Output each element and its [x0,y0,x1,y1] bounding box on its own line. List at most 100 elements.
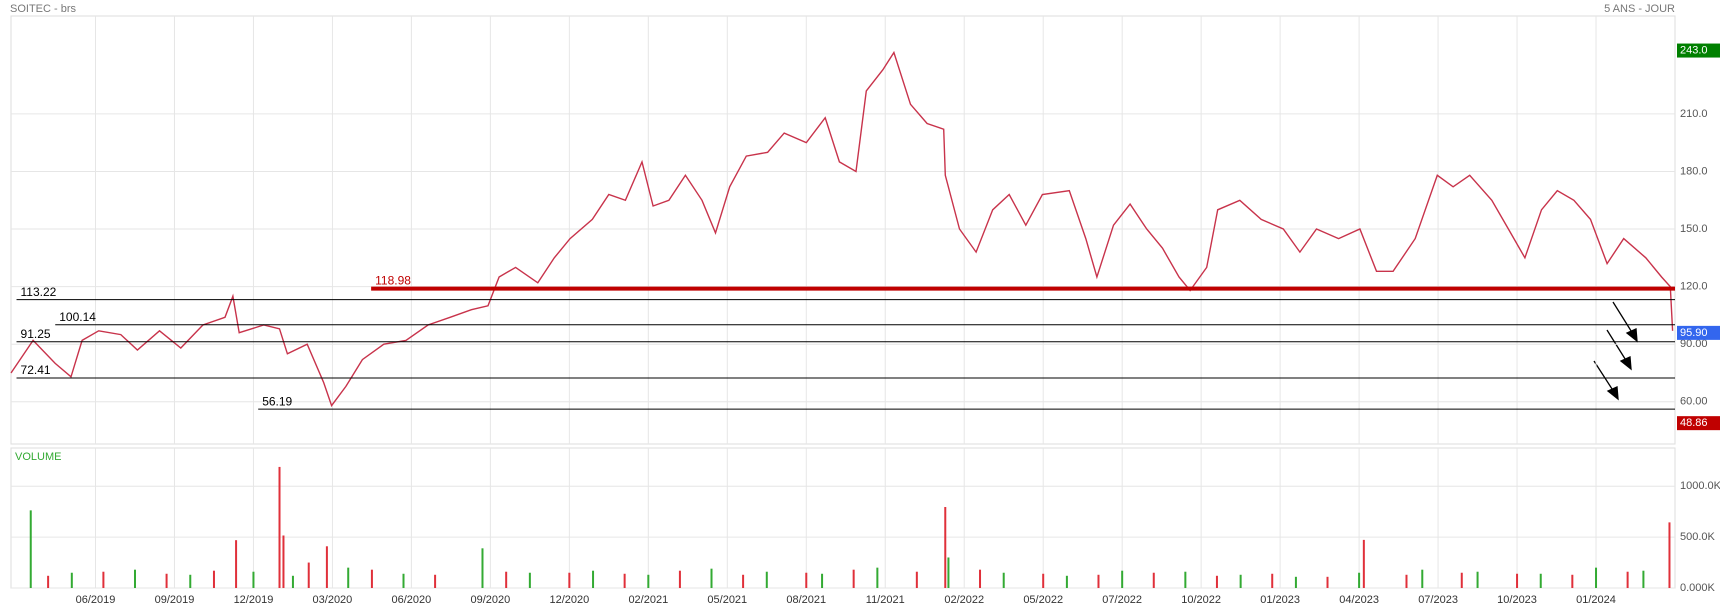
volume-bar [1271,573,1274,588]
volume-bar [979,569,982,588]
arrows [1593,301,1638,401]
volume-bar [70,572,73,588]
volume-bar [1460,572,1463,588]
x-tick-label: 03/2020 [313,594,353,606]
volume-bar [133,569,136,588]
volume-bar [1065,575,1068,588]
chart-title: SOITEC - brs [10,3,77,15]
volume-bar [1362,539,1365,588]
volume-bar [742,574,745,588]
volume-bar [1121,570,1124,588]
y-tick-label: 60.00 [1680,396,1708,408]
volume-bar [710,568,713,588]
y-tick-label: 500.0K [1680,531,1716,543]
volume-bar [1294,576,1297,588]
x-tick-label: 06/2020 [392,594,432,606]
volume-bar [1152,572,1155,588]
volume-bar [47,575,50,588]
y-tick-label: 120.0 [1680,281,1708,293]
volume-bar [1358,572,1361,588]
level-label: 100.14 [59,310,96,324]
volume-bar [944,507,947,588]
level-label: 72.41 [21,363,51,377]
volume-bar [165,573,168,588]
volume-bar [821,573,824,588]
volume-bar [325,546,328,588]
y-tick-label: 0.000K [1680,582,1716,594]
volume-bar [307,562,310,588]
volume-bar [291,575,294,588]
price-tag-label: 95.90 [1680,327,1708,339]
y-tick-label: 150.0 [1680,223,1708,235]
volume-bar [678,570,681,588]
volume-bar [1476,571,1479,588]
x-tick-label: 11/2021 [866,594,905,606]
volume-bar [29,510,32,588]
volume-bar [1215,575,1218,588]
x-tick-label: 09/2020 [470,594,510,606]
volume-bar [1002,572,1005,588]
volume-bar [1516,573,1519,588]
x-tick-label: 05/2021 [707,594,747,606]
volume-bar [235,540,238,588]
volume-bar [947,557,950,588]
volume-bar [1239,574,1242,588]
y-tick-label: 90.00 [1680,338,1708,350]
x-tick-label: 09/2019 [155,594,195,606]
x-tick-label: 02/2021 [628,594,668,606]
price-tag-label: 243.0 [1680,44,1708,56]
volume-bar [1642,570,1645,588]
volume-bar [1571,574,1574,588]
x-tick-label: 07/2023 [1418,594,1458,606]
volume-bar [1405,574,1408,588]
price-tag [1677,325,1720,340]
volume-bar [1539,573,1542,588]
volume-bar [1326,576,1329,588]
volume-bar [505,571,508,588]
volume-bar [1421,569,1424,588]
volume-bar [876,567,879,588]
price-panel [10,15,1676,445]
price-line [10,50,1674,408]
volume-bar [1184,571,1187,588]
volume-bar [252,571,255,588]
volume-bar [647,574,650,588]
volume-bar [481,548,484,588]
volume-bar [102,571,105,588]
volume-bar [1595,567,1598,588]
level-label: 118.98 [375,274,411,288]
volume-bar [434,574,437,588]
volume-bar [568,572,571,588]
volume-bar [623,573,626,588]
x-tick-label: 12/2019 [234,594,274,606]
y-tick-label: 180.0 [1680,165,1708,177]
volume-bar [852,569,855,588]
volume-bar [189,574,192,588]
volume-bar [1097,574,1100,588]
volume-bar [370,569,373,588]
x-tick-label: 01/2023 [1260,594,1300,606]
volume-bar [347,567,350,588]
volume-title: VOLUME [15,451,61,463]
volume-bar [1042,573,1045,588]
price-tag-label: 48.86 [1680,417,1708,429]
level-label: 91.25 [21,327,51,341]
volume-bar [212,570,215,588]
y-tick-label: 210.0 [1680,108,1708,120]
price-tag [1677,43,1720,58]
volume-bar [528,572,531,588]
volume-bar [1668,522,1671,588]
x-tick-label: 07/2022 [1102,594,1142,606]
volume-bar [915,571,918,588]
volume-bar [282,535,285,588]
price-tag [1677,416,1720,431]
volume-bar [402,573,405,588]
volume-bar [592,570,595,588]
x-tick-label: 04/2023 [1339,594,1379,606]
x-tick-label: 10/2023 [1497,594,1537,606]
volume-bar [278,466,281,588]
x-tick-label: 06/2019 [76,594,116,606]
chart-subtitle: 5 ANS - JOUR [1604,3,1675,15]
x-tick-label: 02/2022 [944,594,984,606]
